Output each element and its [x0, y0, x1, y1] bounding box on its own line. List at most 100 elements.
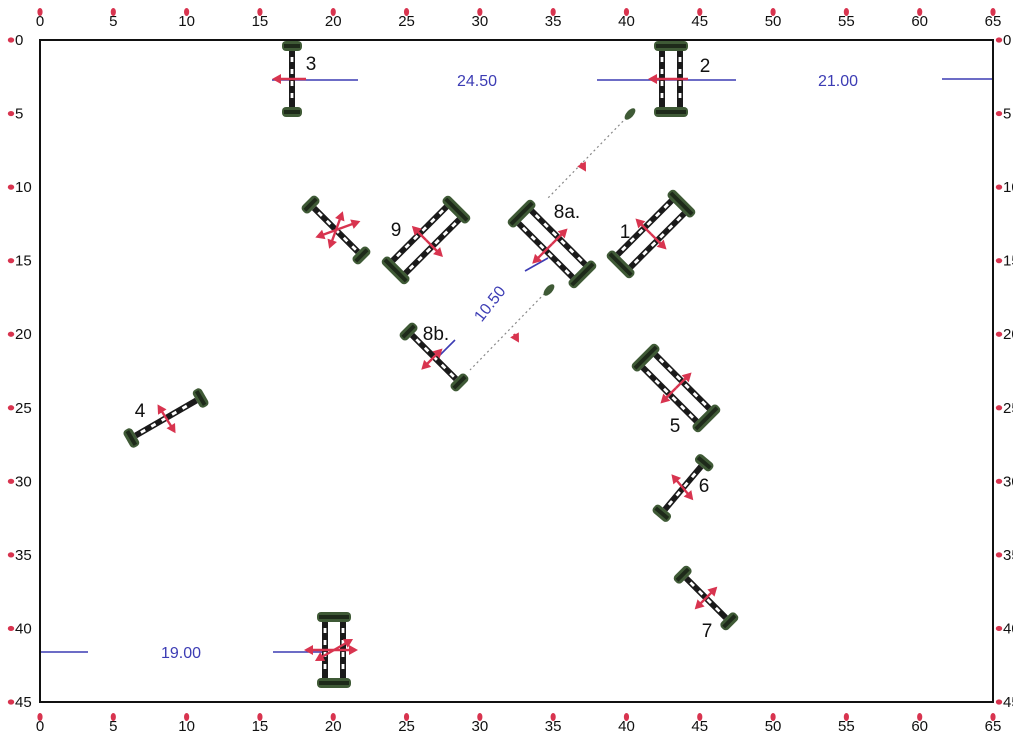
top-tick-label-30: 30 [472, 13, 489, 30]
fence-number: 6 [699, 476, 710, 497]
right-tick-label-30: 30 [1003, 473, 1013, 490]
obstacles: 1 2 3 4 5 6 7 8a. 8b. 9 [123, 41, 739, 688]
right-tick-marker-0 [995, 37, 1003, 43]
bottom-tick-marker-65 [990, 713, 996, 721]
right-tick-marker-10 [995, 184, 1003, 190]
distance-line-3-1 [438, 339, 456, 357]
bottom-tick-marker-40 [623, 713, 630, 721]
track-line-1 [469, 289, 549, 371]
bottom-tick-marker-45 [697, 713, 703, 721]
distance-label: 21.00 [818, 73, 858, 90]
direction-arrow-6-0 [705, 586, 718, 599]
bottom-tick-marker-0 [37, 713, 43, 721]
left-tick-marker-20 [7, 331, 15, 337]
bottom-tick-label-60: 60 [911, 718, 928, 735]
fence-number: 5 [670, 416, 681, 437]
direction-arrow-10-2 [334, 211, 345, 231]
right-tick-marker-20 [995, 331, 1003, 337]
top-tick-marker-0 [37, 8, 43, 16]
bottom-tick-label-25: 25 [398, 718, 415, 735]
top-tick-marker-15 [257, 8, 263, 16]
left-tick-marker-45 [7, 699, 15, 705]
top-tick-label-40: 40 [618, 13, 635, 30]
left-tick-marker-40 [7, 625, 15, 632]
direction-arrow-8-1 [432, 348, 443, 359]
bottom-tick-marker-20 [330, 713, 336, 721]
turn-arrow-0 [577, 161, 586, 172]
fence-number: 1 [620, 222, 631, 243]
top-tick-label-35: 35 [545, 13, 562, 30]
left-tick-label-30: 30 [15, 473, 32, 490]
right-tick-label-5: 5 [1003, 106, 1011, 123]
top-tick-marker-25 [403, 8, 410, 16]
distance-label: 24.50 [457, 73, 497, 90]
bottom-tick-label-20: 20 [325, 718, 342, 735]
top-tick-marker-40 [623, 8, 630, 16]
left-tick-label-45: 45 [15, 694, 32, 711]
top-tick-marker-55 [843, 8, 849, 16]
left-tick-label-35: 35 [15, 547, 32, 564]
left-tick-label-10: 10 [15, 179, 32, 196]
direction-arrow-9-1 [411, 225, 427, 241]
fence-number: 9 [391, 220, 402, 241]
top-tick-label-5: 5 [109, 13, 117, 30]
right-tick-marker-30 [995, 478, 1003, 484]
left-tick-label-25: 25 [15, 400, 32, 417]
left-tick-label-40: 40 [15, 620, 32, 637]
top-tick-marker-45 [697, 8, 703, 16]
fence-number: 8b. [423, 324, 449, 345]
wing-post-1 [543, 284, 555, 296]
axis-ticks: 0055101015152020252530303535404045455050… [7, 8, 1013, 735]
direction-arrow-11-2 [314, 648, 335, 661]
top-tick-marker-10 [184, 8, 190, 16]
direction-arrow-10-3 [327, 229, 338, 249]
bottom-tick-marker-50 [770, 713, 776, 721]
bottom-tick-label-65: 65 [985, 718, 1002, 735]
left-tick-marker-25 [7, 405, 15, 411]
top-tick-label-65: 65 [985, 13, 1002, 30]
bottom-tick-label-5: 5 [109, 718, 117, 735]
bottom-tick-marker-55 [843, 713, 849, 721]
left-tick-label-15: 15 [15, 253, 32, 270]
bottom-tick-label-0: 0 [36, 718, 44, 735]
bottom-tick-label-30: 30 [472, 718, 489, 735]
bottom-tick-label-55: 55 [838, 718, 855, 735]
top-tick-marker-20 [330, 8, 336, 16]
direction-arrow-7-1 [551, 228, 568, 245]
distance-line-3-0 [524, 257, 549, 272]
bottom-tick-marker-5 [110, 713, 116, 721]
direction-arrow-1-0 [648, 74, 688, 84]
fence-number: 4 [135, 401, 146, 422]
bottom-tick-marker-60 [917, 713, 923, 721]
direction-arrow-2-0 [272, 74, 306, 84]
top-tick-label-55: 55 [838, 13, 855, 30]
turn-arrow-1 [510, 332, 519, 343]
top-tick-label-10: 10 [178, 13, 195, 30]
direction-arrow-4-0 [675, 372, 692, 389]
left-tick-marker-35 [7, 552, 15, 558]
bottom-tick-label-40: 40 [618, 718, 635, 735]
left-tick-label-0: 0 [15, 32, 23, 49]
right-tick-label-0: 0 [1003, 32, 1011, 49]
distance-label: 19.00 [161, 645, 201, 662]
top-tick-marker-60 [917, 8, 923, 16]
bottom-tick-label-50: 50 [765, 718, 782, 735]
left-tick-label-20: 20 [15, 326, 32, 343]
left-tick-marker-30 [7, 478, 15, 484]
top-tick-label-20: 20 [325, 13, 342, 30]
direction-arrow-6-1 [694, 597, 707, 610]
top-tick-label-25: 25 [398, 13, 415, 30]
direction-arrow-0-1 [635, 218, 652, 235]
direction-arrow-8-0 [421, 356, 435, 370]
direction-arrow-3-0 [164, 417, 176, 434]
right-tick-label-20: 20 [1003, 326, 1013, 343]
top-tick-label-45: 45 [691, 13, 708, 30]
left-tick-marker-10 [7, 184, 15, 190]
right-tick-marker-5 [995, 110, 1003, 117]
right-tick-label-15: 15 [1003, 253, 1013, 270]
direction-arrow-10-1 [315, 228, 337, 240]
direction-arrow-7-0 [532, 243, 553, 264]
top-tick-marker-65 [990, 8, 996, 16]
bottom-tick-label-45: 45 [691, 718, 708, 735]
direction-arrow-0-0 [650, 233, 667, 250]
